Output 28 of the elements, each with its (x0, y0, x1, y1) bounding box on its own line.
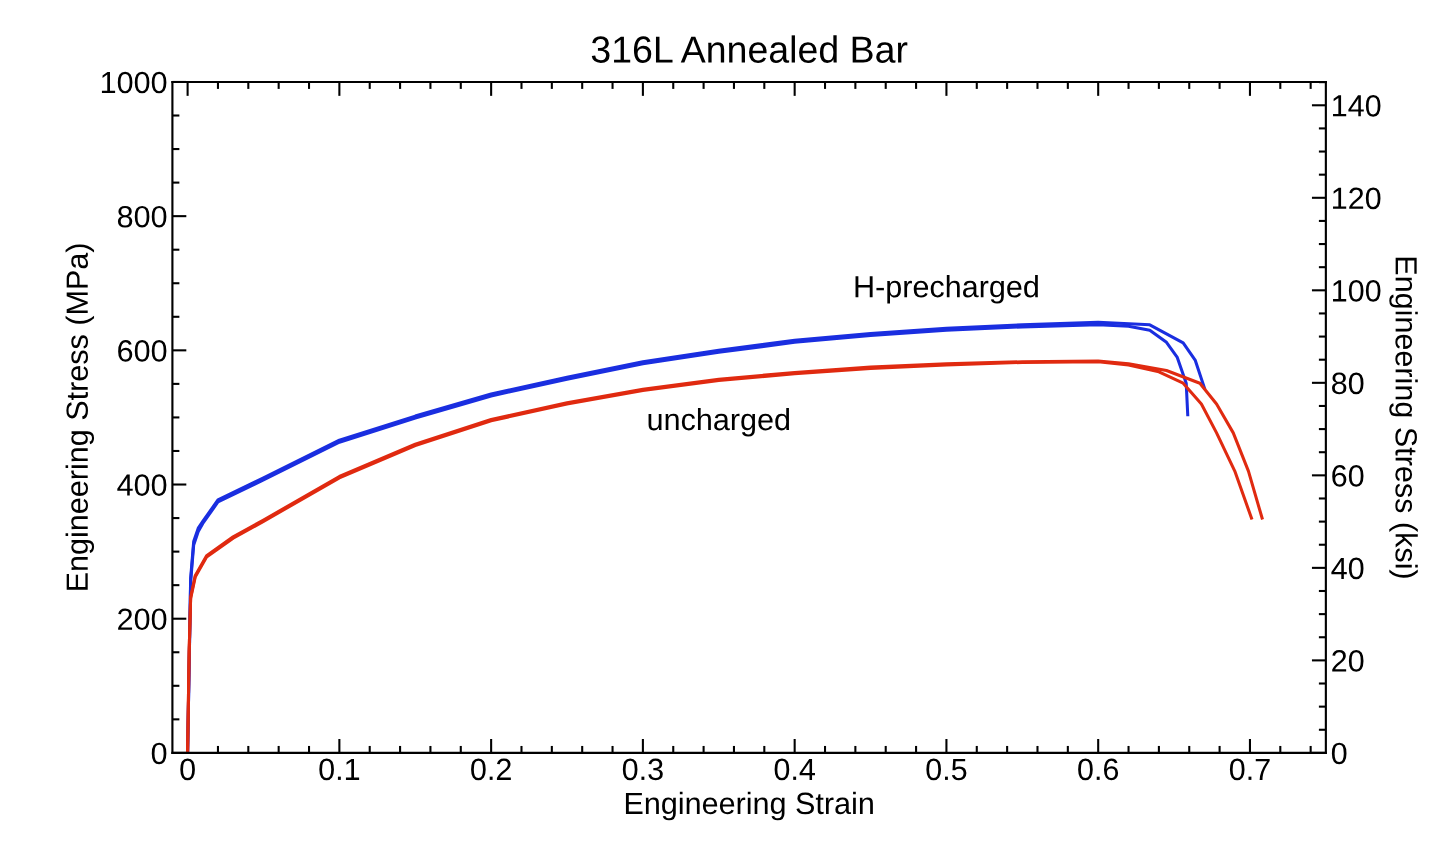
x-tick-label: 0 (180, 758, 195, 781)
x-tick-label: 0.5 (926, 758, 967, 781)
y-tick-label: 1000 (101, 71, 167, 94)
y-tick-label: 800 (117, 205, 167, 228)
y-axis-title: Engineering Stress (MPa) (65, 244, 95, 590)
x-tick-label: 0.1 (319, 758, 360, 781)
y2-tick-label: 80 (1332, 372, 1364, 395)
x-tick-label: 0.7 (1229, 758, 1270, 781)
x-axis-title: Engineering Strain (625, 791, 873, 821)
y2-tick-label: 0 (1331, 742, 1347, 765)
y2-tick-label: 20 (1332, 650, 1364, 672)
x-tick-label: 0.3 (622, 758, 663, 781)
x-tick-label: 0.2 (471, 758, 511, 781)
series-label: uncharged (648, 407, 790, 437)
y-tick-label: 400 (117, 474, 167, 496)
y-tick-label: 0 (151, 742, 167, 765)
x-tick-label: 0.4 (774, 758, 816, 781)
y-tick-label: 600 (118, 340, 167, 362)
y2-tick-label: 60 (1332, 465, 1364, 487)
y2-axis-title: Engineering Stress (ksi) (1389, 257, 1418, 578)
y-tick-label: 200 (118, 608, 167, 631)
y2-tick-label: 100 (1333, 280, 1381, 302)
y2-tick-label: 40 (1331, 557, 1364, 580)
y2-tick-label: 140 (1333, 95, 1381, 117)
y2-tick-label: 120 (1333, 187, 1381, 210)
x-tick-label: 0.6 (1078, 758, 1119, 781)
chart-title: 316L Annealed Bar (591, 35, 908, 63)
series-label: H-precharged (855, 275, 1038, 304)
